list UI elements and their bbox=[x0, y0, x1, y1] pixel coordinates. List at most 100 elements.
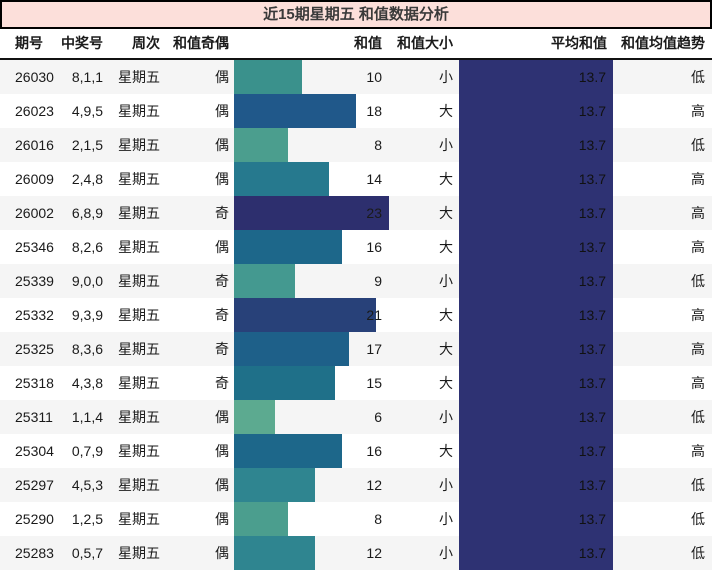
period-cell: 25283 bbox=[15, 545, 54, 561]
size-cell: 大 bbox=[439, 341, 453, 357]
average-bar: 13.7 bbox=[459, 264, 613, 298]
average-value-cell: 13.7 bbox=[578, 511, 606, 527]
average-value-cell: 13.7 bbox=[578, 477, 606, 493]
winning-numbers-cell: 0,7,9 bbox=[71, 443, 103, 459]
average-bar: 13.7 bbox=[459, 60, 613, 94]
weekday-cell: 星期五 bbox=[118, 69, 160, 85]
trend-cell: 高 bbox=[691, 443, 705, 459]
trend-cell: 高 bbox=[691, 375, 705, 391]
parity-cell: 偶 bbox=[215, 137, 229, 153]
sum-bar bbox=[234, 298, 376, 332]
period-cell: 25311 bbox=[15, 409, 53, 425]
table-header: 期号 中奖号 周次 和值奇偶 和值 和值大小 平均和值 和值均值趋势 bbox=[0, 29, 712, 60]
weekday-cell: 星期五 bbox=[118, 375, 160, 391]
sum-value-cell: 12 bbox=[366, 477, 382, 493]
average-bar: 13.7 bbox=[459, 196, 613, 230]
period-cell: 25297 bbox=[15, 477, 54, 493]
trend-cell: 高 bbox=[691, 307, 705, 323]
trend-cell: 低 bbox=[691, 69, 705, 85]
winning-numbers-cell: 8,1,1 bbox=[71, 69, 103, 85]
weekday-cell: 星期五 bbox=[118, 545, 160, 561]
parity-cell: 偶 bbox=[215, 171, 229, 187]
trend-cell: 高 bbox=[691, 171, 705, 187]
average-value-cell: 13.7 bbox=[578, 443, 606, 459]
average-bar: 13.7 bbox=[459, 128, 613, 162]
average-bar: 13.7 bbox=[459, 400, 613, 434]
winning-numbers-cell: 4,9,5 bbox=[71, 103, 103, 119]
col-header-size: 和值大小 bbox=[397, 35, 453, 51]
parity-cell: 奇 bbox=[215, 205, 229, 221]
sum-bar bbox=[234, 502, 288, 536]
average-value-cell: 13.7 bbox=[578, 137, 606, 153]
table-row: 13.7 26009 2,4,8 星期五 偶 14 大 高 bbox=[0, 162, 712, 196]
size-cell: 大 bbox=[439, 307, 453, 323]
winning-numbers-cell: 9,3,9 bbox=[71, 307, 103, 323]
trend-cell: 高 bbox=[691, 103, 705, 119]
average-bar: 13.7 bbox=[459, 468, 613, 502]
table-row: 13.7 25318 4,3,8 星期五 奇 15 大 高 bbox=[0, 366, 712, 400]
table-row: 13.7 25332 9,3,9 星期五 奇 21 大 高 bbox=[0, 298, 712, 332]
sum-value-cell: 23 bbox=[366, 205, 382, 221]
parity-cell: 偶 bbox=[215, 443, 229, 459]
sum-bar bbox=[234, 400, 275, 434]
trend-cell: 低 bbox=[691, 409, 705, 425]
average-value-cell: 13.7 bbox=[578, 171, 606, 187]
average-value-cell: 13.7 bbox=[578, 341, 606, 357]
table-row: 13.7 25311 1,1,4 星期五 偶 6 小 低 bbox=[0, 400, 712, 434]
table-row: 13.7 25346 8,2,6 星期五 偶 16 大 高 bbox=[0, 230, 712, 264]
sum-value-cell: 12 bbox=[366, 545, 382, 561]
col-header-period: 期号 bbox=[15, 35, 43, 51]
size-cell: 小 bbox=[439, 477, 453, 493]
winning-numbers-cell: 8,2,6 bbox=[71, 239, 103, 255]
size-cell: 大 bbox=[439, 171, 453, 187]
size-cell: 小 bbox=[439, 273, 453, 289]
weekday-cell: 星期五 bbox=[118, 477, 160, 493]
sum-bar bbox=[234, 230, 342, 264]
period-cell: 25325 bbox=[15, 341, 54, 357]
table-row: 13.7 26030 8,1,1 星期五 偶 10 小 低 bbox=[0, 60, 712, 94]
trend-cell: 低 bbox=[691, 477, 705, 493]
trend-cell: 低 bbox=[691, 545, 705, 561]
period-cell: 25304 bbox=[15, 443, 54, 459]
sum-value-cell: 18 bbox=[366, 103, 382, 119]
sum-bar bbox=[234, 536, 315, 570]
sum-value-cell: 8 bbox=[374, 137, 382, 153]
col-header-parity: 和值奇偶 bbox=[173, 35, 229, 51]
period-cell: 25318 bbox=[15, 375, 54, 391]
average-bar: 13.7 bbox=[459, 366, 613, 400]
table-row: 13.7 25283 0,5,7 星期五 偶 12 小 低 bbox=[0, 536, 712, 570]
table-row: 13.7 25304 0,7,9 星期五 偶 16 大 高 bbox=[0, 434, 712, 468]
average-value-cell: 13.7 bbox=[578, 409, 606, 425]
average-bar: 13.7 bbox=[459, 162, 613, 196]
table-body: 13.7 26030 8,1,1 星期五 偶 10 小 低 13.7 26023… bbox=[0, 60, 712, 570]
weekday-cell: 星期五 bbox=[118, 137, 160, 153]
sum-value-cell: 15 bbox=[366, 375, 382, 391]
weekday-cell: 星期五 bbox=[118, 511, 160, 527]
period-cell: 26030 bbox=[15, 69, 54, 85]
average-value-cell: 13.7 bbox=[578, 103, 606, 119]
parity-cell: 偶 bbox=[215, 511, 229, 527]
sum-bar bbox=[234, 128, 288, 162]
trend-cell: 低 bbox=[691, 511, 705, 527]
size-cell: 小 bbox=[439, 137, 453, 153]
table-row: 13.7 26016 2,1,5 星期五 偶 8 小 低 bbox=[0, 128, 712, 162]
period-cell: 26009 bbox=[15, 171, 54, 187]
winning-numbers-cell: 2,4,8 bbox=[71, 171, 103, 187]
page-title: 近15期星期五 和值数据分析 bbox=[263, 6, 449, 23]
weekday-cell: 星期五 bbox=[118, 307, 160, 323]
title-bar: 近15期星期五 和值数据分析 bbox=[0, 0, 712, 29]
average-bar: 13.7 bbox=[459, 230, 613, 264]
average-bar: 13.7 bbox=[459, 332, 613, 366]
winning-numbers-cell: 1,2,5 bbox=[71, 511, 103, 527]
sum-value-cell: 8 bbox=[374, 511, 382, 527]
size-cell: 小 bbox=[439, 545, 453, 561]
average-bar: 13.7 bbox=[459, 502, 613, 536]
average-value-cell: 13.7 bbox=[578, 273, 606, 289]
winning-numbers-cell: 9,0,0 bbox=[71, 273, 103, 289]
table-row: 13.7 25297 4,5,3 星期五 偶 12 小 低 bbox=[0, 468, 712, 502]
sum-bar bbox=[234, 264, 295, 298]
col-header-sum: 和值 bbox=[354, 35, 382, 51]
sum-value-cell: 21 bbox=[366, 307, 382, 323]
winning-numbers-cell: 8,3,6 bbox=[71, 341, 103, 357]
